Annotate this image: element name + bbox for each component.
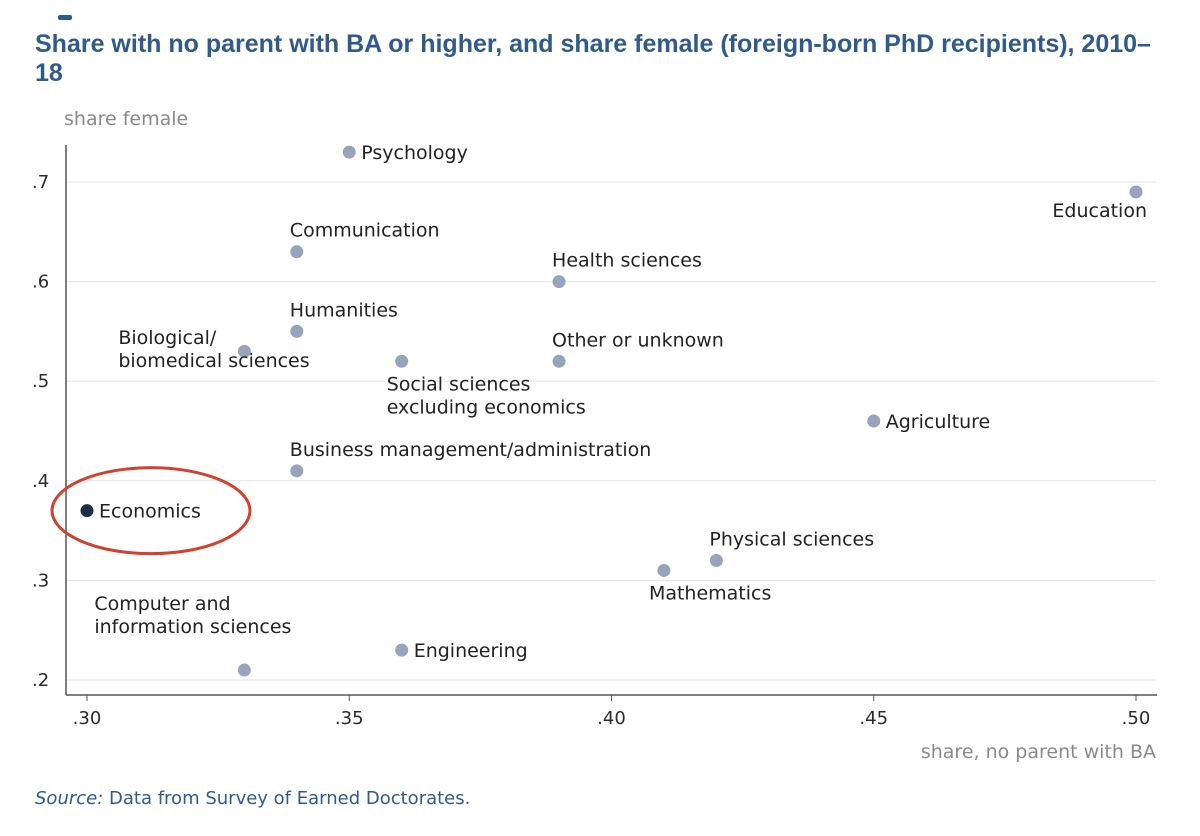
- data-point-label: Mathematics: [649, 582, 771, 604]
- data-point: [395, 354, 409, 368]
- y-tick-label: .3: [32, 570, 49, 591]
- data-point: [867, 414, 881, 428]
- y-tick-label: .7: [32, 172, 49, 193]
- data-point: [552, 275, 566, 289]
- data-point-label: Physical sciences: [709, 528, 874, 550]
- x-tick-label: .35: [335, 708, 364, 729]
- data-point: [657, 563, 671, 577]
- x-tick-label: .45: [859, 708, 888, 729]
- data-point-label: Social sciences excluding economics: [387, 373, 586, 418]
- data-point: [290, 324, 304, 338]
- data-point-label: Health sciences: [552, 250, 702, 272]
- y-tick-label: .4: [32, 471, 49, 492]
- source-note: Source: Data from Survey of Earned Docto…: [35, 788, 470, 809]
- chart-title: Share with no parent with BA or higher, …: [35, 30, 1151, 87]
- data-point: [395, 643, 409, 657]
- y-tick-label: .6: [32, 272, 49, 293]
- data-point-label: Communication: [290, 220, 440, 242]
- data-point-label: Computer and information sciences: [94, 593, 291, 638]
- data-point: [237, 663, 251, 677]
- data-point: [237, 344, 251, 358]
- x-axis-label: share, no parent with BA: [920, 741, 1156, 763]
- x-tick-label: .30: [73, 708, 102, 729]
- data-point-label: Biological/biomedical sciences: [118, 327, 309, 372]
- data-point-label: Psychology: [361, 142, 468, 164]
- data-point: [290, 464, 304, 478]
- data-point-label: Engineering: [414, 640, 528, 662]
- highlight-circle: [50, 466, 252, 556]
- y-tick-label: .2: [32, 670, 49, 691]
- data-point: [80, 504, 94, 518]
- data-point-label: Economics: [99, 501, 201, 523]
- x-tick-label: .40: [597, 708, 626, 729]
- y-axis-label: share female: [64, 108, 189, 130]
- source-text: Data from Survey of Earned Doctorates.: [103, 788, 471, 809]
- data-point: [709, 553, 723, 567]
- data-point-label: Humanities: [290, 299, 398, 321]
- data-point-label: Education: [1052, 200, 1147, 222]
- top-decoration-mark: [58, 15, 72, 20]
- data-point-label: Agriculture: [886, 411, 991, 433]
- data-point: [552, 354, 566, 368]
- y-tick-label: .5: [32, 371, 49, 392]
- source-prefix: Source:: [35, 788, 104, 809]
- data-point: [342, 145, 356, 159]
- data-point: [290, 245, 304, 259]
- x-tick-label: .50: [1122, 708, 1151, 729]
- data-point-label: Business management/administration: [290, 439, 652, 461]
- data-point: [1129, 185, 1143, 199]
- data-point-label: Other or unknown: [552, 329, 724, 351]
